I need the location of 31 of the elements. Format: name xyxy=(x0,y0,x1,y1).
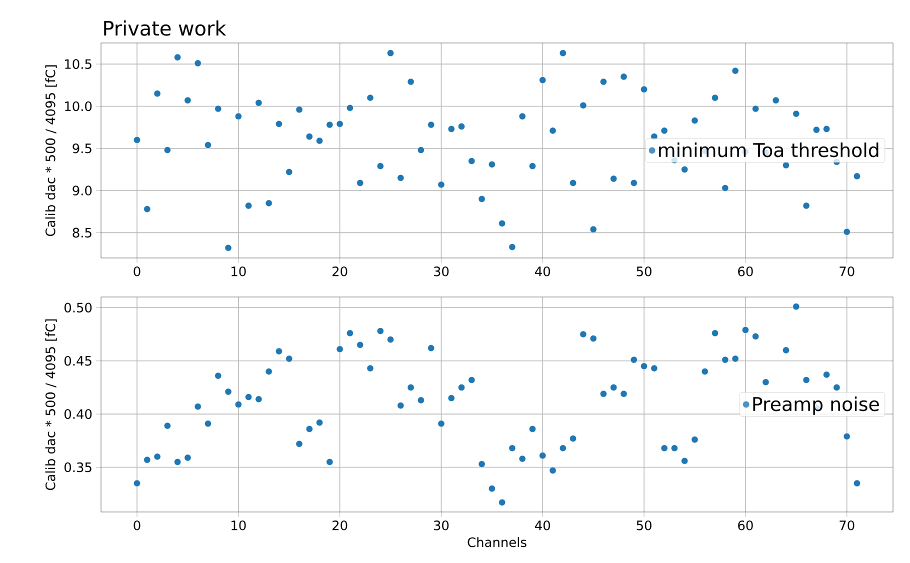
y-tick-label: 10.5 xyxy=(65,59,92,69)
x-tick-label: 60 xyxy=(738,520,753,530)
x-tick-label: 30 xyxy=(434,520,449,530)
x-tick-label: 0 xyxy=(134,520,140,530)
y-tick-label: 0.35 xyxy=(64,462,92,472)
x-tick-label: 40 xyxy=(535,266,550,276)
legend-label: Preamp noise xyxy=(753,396,879,415)
x-tick-label: 50 xyxy=(636,266,652,276)
x-tick-label: 70 xyxy=(840,520,854,530)
x-tick-label: 60 xyxy=(738,266,753,276)
y-axis-title: Calib dac * 500 / 4095 [fC] xyxy=(45,65,57,236)
y-tick-label: 9.5 xyxy=(72,143,92,154)
x-tick-label: 50 xyxy=(636,520,652,530)
x-tick-label: 40 xyxy=(535,520,550,530)
x-tick-label: 70 xyxy=(840,266,854,276)
legend-label: minimum Toa threshold xyxy=(659,142,878,158)
x-tick-label: 20 xyxy=(332,520,348,530)
x-axis-title: Channels xyxy=(468,537,526,548)
x-tick-label: 10 xyxy=(232,266,246,276)
x-tick-label: 0 xyxy=(134,266,140,276)
x-tick-label: 30 xyxy=(434,266,449,276)
y-tick-label: 0.50 xyxy=(64,302,92,313)
y-tick-label: 0.45 xyxy=(64,356,92,366)
chart-title: Private work xyxy=(104,20,226,36)
y-tick-label: 8.5 xyxy=(72,228,92,238)
y-tick-label: 10.0 xyxy=(65,101,92,112)
y-axis-title: Calib dac * 500 / 4095 [fC] xyxy=(45,319,57,490)
x-tick-label: 10 xyxy=(232,520,246,530)
x-tick-label: 20 xyxy=(332,266,348,276)
y-tick-label: 0.40 xyxy=(64,409,92,419)
y-tick-label: 9.0 xyxy=(72,186,92,196)
